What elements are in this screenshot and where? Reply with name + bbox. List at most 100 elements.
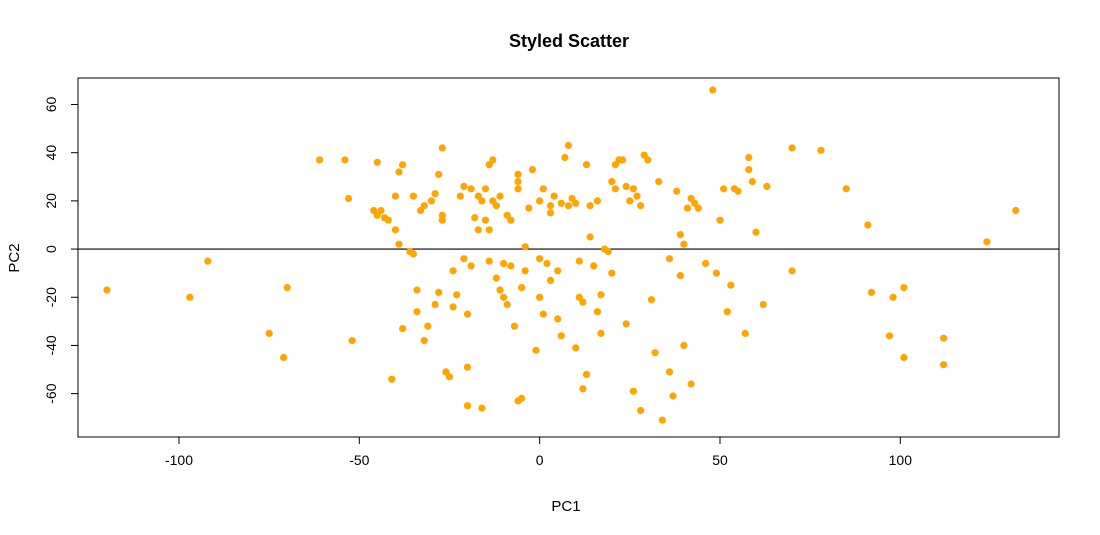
data-point [103, 286, 111, 294]
data-point [817, 146, 825, 154]
data-point [593, 197, 602, 205]
data-point [424, 322, 432, 330]
y-tick-label: 40 [43, 145, 59, 161]
data-point [680, 240, 688, 248]
data-point [655, 178, 663, 186]
data-point [532, 346, 540, 354]
data-point [420, 202, 428, 210]
data-point [507, 262, 515, 270]
data-point [637, 406, 645, 415]
x-tick-label: -50 [349, 452, 369, 468]
data-point [500, 293, 508, 301]
data-point [525, 204, 533, 212]
data-point [280, 353, 288, 362]
data-point [983, 238, 991, 246]
data-point [485, 226, 493, 234]
data-point [373, 158, 381, 166]
data-point [413, 286, 421, 294]
x-tick-label: 100 [889, 452, 913, 468]
data-point [283, 284, 291, 292]
data-point [456, 192, 464, 200]
data-point [546, 202, 555, 210]
data-point [395, 168, 403, 176]
data-point [626, 197, 634, 205]
data-point [647, 296, 656, 304]
data-point [727, 281, 735, 289]
data-point [449, 267, 457, 275]
data-point [582, 370, 591, 378]
data-point [564, 202, 573, 210]
data-point [413, 308, 421, 316]
data-point [435, 288, 443, 296]
data-point [492, 202, 500, 210]
data-point [593, 308, 602, 316]
data-point [665, 255, 674, 263]
chart-title: Styled Scatter [509, 31, 629, 51]
data-point [604, 247, 612, 256]
data-point [734, 187, 742, 195]
data-point [629, 185, 638, 193]
data-point [712, 269, 721, 277]
x-tick-label: -100 [165, 452, 193, 468]
data-point [536, 197, 544, 205]
data-point [518, 394, 526, 402]
data-point [463, 402, 472, 410]
data-point [471, 214, 479, 222]
data-point [629, 387, 638, 395]
data-point [597, 291, 605, 299]
data-point [885, 332, 894, 340]
data-point [489, 156, 497, 164]
data-point [536, 255, 544, 263]
data-point [644, 156, 652, 164]
data-point [265, 329, 273, 337]
data-point [514, 170, 522, 178]
data-point [554, 315, 562, 323]
data-point [431, 300, 439, 309]
data-point [741, 329, 749, 337]
data-point [590, 262, 598, 270]
data-point [611, 185, 620, 193]
data-point [431, 190, 439, 198]
data-point [687, 380, 695, 388]
data-point [658, 416, 666, 424]
data-point [788, 144, 796, 152]
data-point [460, 255, 468, 263]
data-point [900, 353, 908, 362]
data-point [716, 216, 724, 224]
data-point [438, 144, 446, 152]
data-point [864, 221, 872, 229]
y-axis: -60 -40 -20 0 20 40 60 [43, 97, 79, 404]
data-point [395, 240, 403, 248]
data-point [622, 320, 630, 328]
y-axis-label: PC2 [6, 243, 23, 272]
data-point [528, 166, 537, 174]
data-point [842, 185, 850, 193]
data-point [435, 170, 443, 178]
data-point [557, 199, 565, 207]
data-point [546, 276, 555, 284]
data-point [449, 303, 457, 311]
data-point [676, 272, 684, 280]
data-point [720, 185, 728, 193]
data-point [341, 156, 349, 164]
data-point [391, 226, 399, 234]
data-point [539, 310, 547, 318]
data-point [572, 199, 580, 207]
data-point [586, 233, 594, 241]
x-tick-label: 50 [712, 452, 728, 468]
data-point [521, 243, 529, 251]
data-point [723, 308, 731, 316]
data-point [399, 325, 407, 333]
data-point [651, 349, 659, 357]
data-point [496, 192, 504, 200]
data-point [940, 361, 948, 369]
data-point [316, 156, 324, 164]
data-point [388, 375, 396, 383]
data-point [586, 202, 594, 210]
data-point [507, 216, 515, 224]
data-point [460, 182, 468, 190]
data-point [409, 192, 417, 200]
data-point [683, 204, 692, 212]
y-tick-label: 60 [43, 97, 59, 113]
